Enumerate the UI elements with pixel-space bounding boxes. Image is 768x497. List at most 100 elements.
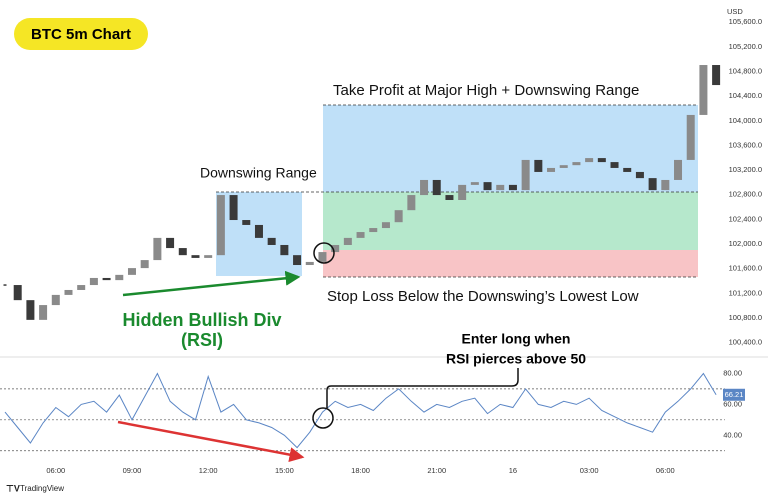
y-tick-label: 105,200.0 (729, 42, 762, 51)
price-bar (648, 178, 657, 191)
y-tick-label: 100,800.0 (729, 313, 762, 322)
price-bar (331, 244, 340, 253)
price-bar (267, 237, 276, 245)
price-bar (242, 220, 251, 225)
price-bar (381, 222, 390, 229)
price-bar (508, 184, 517, 191)
axis-unit: USD (727, 7, 743, 16)
price-bar (572, 162, 581, 166)
price-bar (153, 237, 162, 261)
price-bar (521, 159, 530, 191)
y-tick-label: 102,400.0 (729, 214, 762, 223)
y-tick-label: 102,800.0 (729, 190, 762, 199)
price-bar (191, 255, 200, 258)
price-bar (39, 305, 48, 320)
price-bar (369, 228, 378, 233)
y-tick-label: 104,400.0 (729, 91, 762, 100)
price-bar (559, 165, 568, 168)
price-bar (280, 244, 289, 256)
price-bar (712, 65, 721, 86)
price-bar (356, 232, 365, 238)
price-bar (470, 182, 479, 185)
take-profit-zone (323, 105, 698, 192)
y-tick-label: 60.00 (723, 399, 742, 408)
price-bar (89, 277, 98, 286)
price-bar (585, 158, 594, 163)
y-tick-label: 104,800.0 (729, 66, 762, 75)
chart-title: BTC 5m Chart (31, 26, 131, 43)
y-tick-label: 103,200.0 (729, 165, 762, 174)
rsi-line (4, 372, 717, 449)
price-bar (597, 158, 606, 163)
price-bar (318, 252, 327, 262)
price-bar (483, 182, 492, 191)
price-bar (77, 285, 86, 290)
stop-loss-zone (323, 250, 698, 277)
price-bar (204, 255, 213, 258)
price-bar (407, 195, 416, 211)
y-tick-label: 101,600.0 (729, 264, 762, 273)
y-tick-label: 103,600.0 (729, 140, 762, 149)
price-bar (229, 195, 238, 221)
price-bar (699, 65, 708, 115)
price-bar (674, 159, 683, 180)
x-tick-label: 21:00 (427, 466, 446, 475)
price-bar (254, 224, 263, 238)
price-bar (623, 167, 632, 172)
entry-circle (313, 242, 335, 264)
price-bar (420, 179, 429, 196)
y-tick-label: 102,000.0 (729, 239, 762, 248)
price-bar (686, 114, 695, 160)
price-bar (343, 237, 352, 245)
price-bar (115, 274, 124, 281)
price-bar (534, 159, 543, 172)
x-tick-label: 09:00 (123, 466, 142, 475)
price-bar (635, 171, 644, 179)
annotation: (RSI) (181, 330, 223, 350)
divergence-arrow (117, 420, 305, 463)
x-tick-label: 03:00 (580, 466, 599, 475)
callout-line (326, 368, 519, 408)
price-bar (661, 179, 670, 191)
x-tick-label: 15:00 (275, 466, 294, 475)
price-bar (26, 300, 35, 320)
price-bar (496, 184, 505, 191)
y-tick-label: 80.00 (723, 368, 742, 377)
price-bar (610, 162, 619, 168)
divergence-arrow (122, 270, 301, 297)
entry-circle (312, 407, 334, 429)
price-bar (458, 184, 467, 200)
annotation: Stop Loss Below the Downswing’s Lowest L… (327, 288, 639, 305)
last-value-tag (723, 388, 745, 401)
x-tick-label: 12:00 (199, 466, 218, 475)
price-bar (216, 195, 225, 256)
price-bar (64, 289, 73, 295)
price-bar (293, 255, 302, 266)
last-value-label: 66.21 (725, 390, 744, 399)
title-badge (14, 18, 148, 50)
price-bar (547, 167, 556, 172)
annotation: Enter long when (462, 331, 571, 347)
annotation: Downswing Range (200, 165, 317, 181)
brand-logo: ⊤V (6, 483, 20, 493)
y-tick-label: 104,000.0 (729, 116, 762, 125)
price-bar (432, 179, 441, 196)
price-bar (127, 268, 136, 275)
y-tick-label: 40.00 (723, 430, 742, 439)
annotation: Hidden Bullish Div (122, 310, 281, 330)
x-tick-label: 18:00 (351, 466, 370, 475)
x-tick-label: 16 (509, 466, 517, 475)
price-bar (102, 277, 111, 281)
annotation: Take Profit at Major High + Downswing Ra… (333, 82, 639, 99)
price-bar (178, 248, 187, 256)
price-bar (140, 260, 149, 269)
x-tick-label: 06:00 (46, 466, 65, 475)
y-tick-label: 105,600.0 (729, 17, 762, 26)
annotation: RSI pierces above 50 (446, 351, 586, 367)
zone-lines (216, 104, 698, 278)
price-bar (394, 210, 403, 223)
y-tick-label: 100,400.0 (729, 338, 762, 347)
price-bar (305, 261, 314, 266)
price-bar (13, 285, 22, 301)
